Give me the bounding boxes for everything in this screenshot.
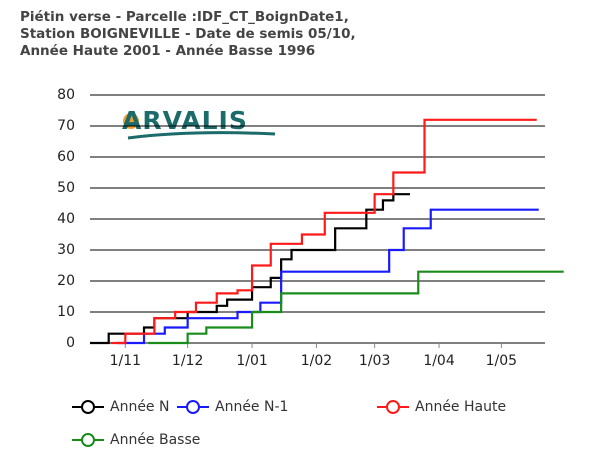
- x-tick-label: 1/03: [359, 353, 390, 369]
- y-tick-label: 50: [57, 180, 75, 196]
- y-tick-label: 20: [57, 273, 75, 289]
- chart-title: Année Haute 2001 - Année Basse 1996: [20, 43, 315, 59]
- x-tick-label: 1/04: [423, 353, 455, 369]
- series-line: [148, 270, 564, 345]
- y-tick-label: 60: [57, 149, 75, 165]
- x-tick-label: 1/11: [110, 353, 141, 369]
- legend-label: Année Basse: [110, 432, 200, 448]
- legend-marker: [81, 400, 95, 414]
- x-tick-label: 1/05: [486, 353, 517, 369]
- y-tick-label: 30: [57, 242, 75, 258]
- y-tick-label: 70: [57, 118, 75, 134]
- y-tick-label: 10: [57, 304, 75, 320]
- y-tick-label: 0: [66, 335, 75, 351]
- logo-icon: [123, 113, 139, 129]
- series-line: [110, 118, 537, 345]
- logo-swoosh: [127, 131, 276, 140]
- legend-marker: [186, 400, 200, 414]
- series-line: [117, 208, 539, 345]
- y-tick-label: 40: [57, 211, 75, 227]
- y-tick-label: 80: [57, 87, 75, 103]
- legend-label: Année N-1: [215, 399, 288, 415]
- legend-label: Année N: [110, 399, 169, 415]
- chart-title: Station BOIGNEVILLE - Date de semis 05/1…: [20, 26, 356, 42]
- x-tick-label: 1/12: [172, 353, 203, 369]
- chart-title: Piétin verse - Parcelle :IDF_CT_BoignDat…: [20, 9, 349, 25]
- x-tick-label: 1/02: [301, 353, 332, 369]
- logo: ARVALIS: [122, 106, 248, 135]
- legend-marker: [386, 400, 400, 414]
- x-tick-label: 1/01: [236, 353, 267, 369]
- legend-label: Année Haute: [415, 399, 506, 415]
- series-line: [90, 193, 410, 345]
- legend-marker: [81, 433, 95, 447]
